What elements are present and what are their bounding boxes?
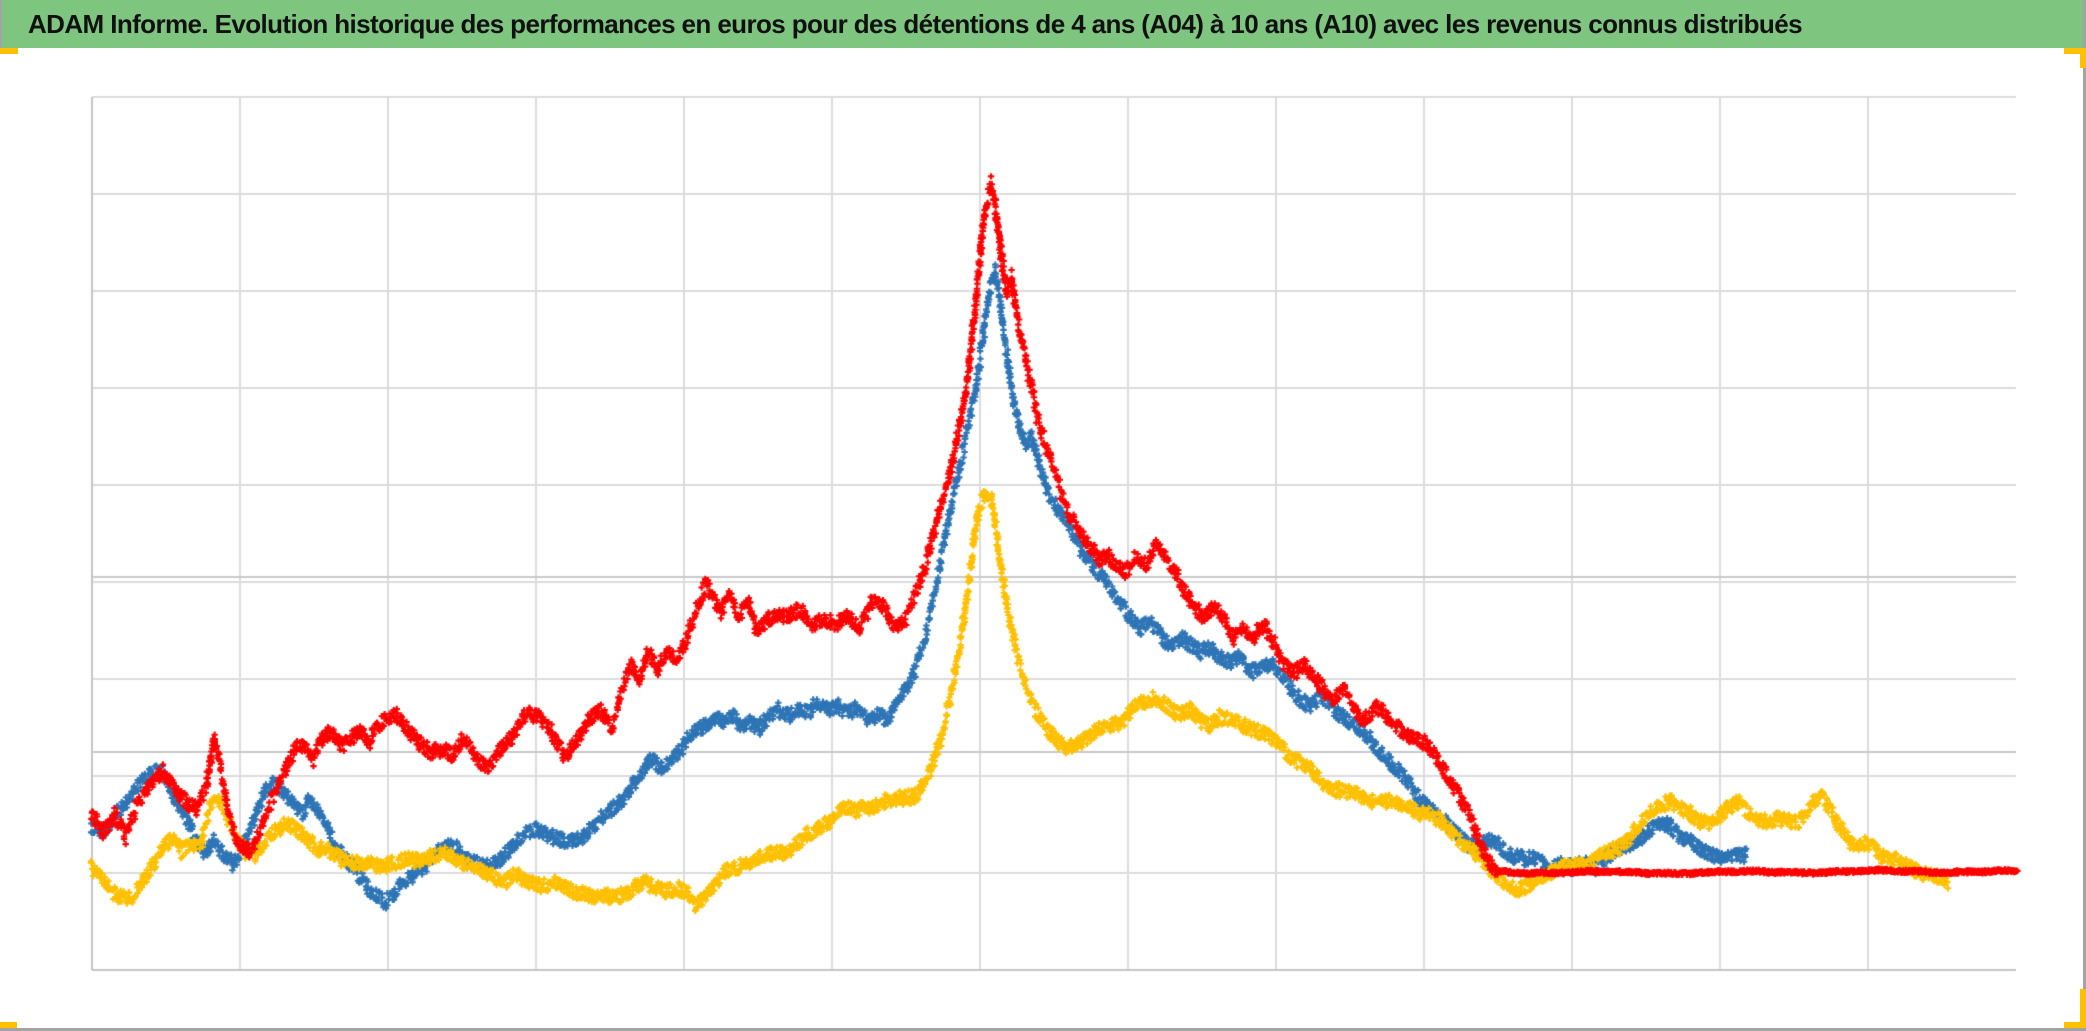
page-corner-bottom-right-v — [2080, 989, 2086, 1028]
title-bar: ADAM Informe. Evolution historique des p… — [0, 0, 2083, 48]
page-corner-top-left — [0, 48, 18, 54]
page-corner-bottom-right-h — [2064, 1022, 2086, 1028]
window-right-edge — [2083, 0, 2086, 1031]
page-corner-top-right-h — [2064, 48, 2086, 54]
page-corner-top-right-v — [2080, 48, 2086, 68]
window-bottom-edge — [0, 1028, 2086, 1031]
chart-title: ADAM Informe. Evolution historique des p… — [28, 9, 1803, 39]
window-left-edge-sliver — [0, 0, 2, 48]
page-corner-bottom-left — [0, 1022, 17, 1028]
